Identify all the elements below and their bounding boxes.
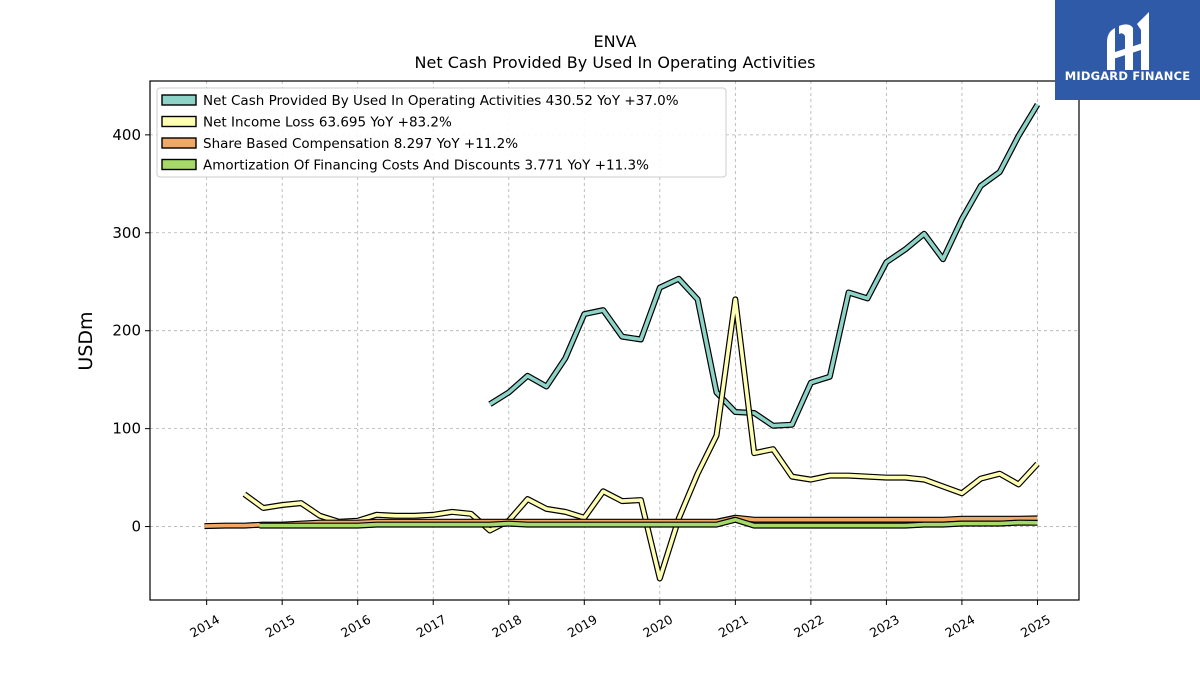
- x-tick-label: 2020: [640, 612, 675, 641]
- legend-label: Net Income Loss 63.695 YoY +83.2%: [203, 115, 452, 131]
- legend-label: Net Cash Provided By Used In Operating A…: [203, 93, 679, 109]
- y-axis-label: USDm: [75, 311, 97, 370]
- legend-swatch: [161, 115, 197, 128]
- x-tick-label: 2022: [791, 612, 826, 641]
- series-net-income-loss: [242, 296, 1040, 582]
- grid-layer: [150, 81, 1079, 600]
- legend-item: Amortization Of Financing Costs And Disc…: [161, 158, 649, 174]
- midgard-logo-icon: [1107, 12, 1149, 70]
- series-amortization-of-financing-costs-and-discounts: [259, 516, 1038, 529]
- plot-frame: [149, 80, 1080, 601]
- legend-label: Share Based Compensation 8.297 YoY +11.2…: [203, 136, 518, 152]
- tick-layer: 0 100 200 300 400 2014 2015 2016 2017 2018 2019 202…: [112, 126, 1053, 641]
- y-tick-label: 200: [112, 322, 141, 340]
- y-tick-label: 400: [112, 126, 141, 144]
- x-tick-label: 2024: [942, 612, 977, 641]
- x-tick-label: 2017: [414, 612, 449, 641]
- y-tick-label: 100: [112, 420, 141, 438]
- x-tick-label: 2016: [338, 612, 373, 641]
- legend-item: Share Based Compensation 8.297 YoY +11.2…: [161, 136, 518, 152]
- legend-box: [156, 87, 727, 178]
- logo-text: MIDGARD FINANCE: [1064, 69, 1191, 83]
- x-tick-label: 2023: [867, 612, 902, 641]
- series-layer: [204, 102, 1041, 582]
- x-tick-label: 2015: [263, 612, 298, 641]
- y-tick-label: 0: [131, 518, 141, 536]
- x-tick-label: 2019: [565, 612, 600, 641]
- legend-swatch: [161, 137, 197, 149]
- series-net-cash-provided-by-used-in-operating-activities: [488, 102, 1041, 429]
- legend-swatch: [161, 158, 197, 171]
- series-line: [243, 297, 1039, 581]
- series-line: [488, 103, 1040, 428]
- legend: Net Cash Provided By Used In Operating A…: [156, 87, 727, 178]
- chart-title: ENVA: [594, 32, 637, 51]
- legend-item: Net Cash Provided By Used In Operating A…: [161, 93, 679, 109]
- series-line: [259, 517, 1038, 528]
- x-tick-label: 2014: [187, 612, 222, 641]
- x-tick-label: 2018: [489, 612, 524, 641]
- x-tick-label: 2021: [716, 612, 751, 641]
- midgard-logo: MIDGARD FINANCE: [1055, 0, 1200, 100]
- chart-subtitle: Net Cash Provided By Used In Operating A…: [415, 53, 816, 72]
- y-tick-label: 300: [112, 224, 141, 242]
- x-tick-label: 2025: [1018, 612, 1053, 641]
- legend-label: Amortization Of Financing Costs And Disc…: [203, 158, 649, 174]
- legend-swatch: [161, 94, 197, 106]
- legend-item: Net Income Loss 63.695 YoY +83.2%: [161, 115, 452, 131]
